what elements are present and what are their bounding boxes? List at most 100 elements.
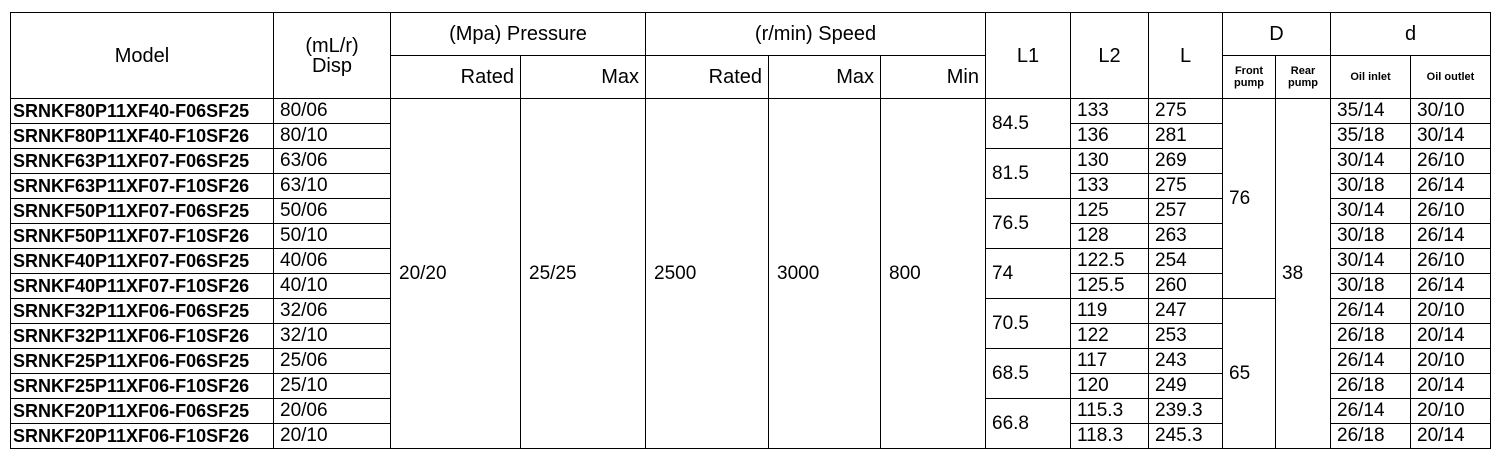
table-row: SRNKF63P11XF07-F06SF25 63/06 81.5 130 269 30/… (10, 148, 1492, 199)
header-cell: Oil outlet (1410, 55, 1492, 99)
model-cell: SRNKF25P11XF06-F10SF26 (10, 373, 274, 399)
merged-cell: 25/25 (520, 98, 646, 449)
l-cell: 243 (1148, 348, 1223, 374)
table-row: SRNKF25P11XF06-F06SF25 25/06 68.5 117 243 26/… (10, 348, 1492, 399)
oil-inlet-cell: 30/18 (1330, 273, 1412, 299)
disp-cell: 40/06 (273, 248, 391, 274)
header-row: Rated Max Rated Max Min Front pump Rear pump Oi… (11, 55, 1492, 99)
disp-cell: 50/06 (273, 198, 391, 224)
header-cell: Min (880, 55, 986, 99)
l2-cell: 117 (1070, 348, 1149, 374)
oil-inlet-cell: 30/14 (1330, 248, 1412, 274)
header-cell: L2 (1070, 12, 1149, 99)
l1-cell: 70.5 (985, 298, 1071, 349)
header-cell: Max (768, 55, 881, 99)
oil-inlet-cell: 30/14 (1330, 148, 1412, 174)
l-cell: 260 (1148, 273, 1223, 299)
l1-cell: 74 (985, 248, 1071, 299)
model-cell: SRNKF80P11XF40-F06SF25 (10, 98, 274, 124)
header-cell: D (1221, 12, 1332, 56)
oil-outlet-cell: 20/14 (1410, 323, 1492, 349)
l2-cell: 115.3 (1070, 398, 1149, 424)
front-pump-cell: 65 (1222, 298, 1276, 449)
l-cell: 257 (1148, 198, 1223, 224)
oil-outlet-cell: 20/14 (1410, 423, 1492, 449)
l2-cell: 118.3 (1070, 423, 1149, 449)
l1-cell: 66.8 (985, 398, 1071, 449)
oil-inlet-cell: 35/18 (1330, 123, 1412, 149)
header-cell: Rear pump (1274, 55, 1332, 99)
disp-cell: 25/10 (273, 373, 391, 399)
l2-cell: 136 (1070, 123, 1149, 149)
model-cell: SRNKF20P11XF06-F06SF25 (10, 398, 274, 424)
model-cell: SRNKF32P11XF06-F06SF25 (10, 298, 274, 324)
table-row: SRNKF40P11XF07-F06SF25 40/06 74 122.5 254 30/… (10, 248, 1492, 299)
l2-cell: 133 (1070, 173, 1149, 199)
header-cell: Rated (390, 55, 521, 99)
header-row: Model (mL/r) Disp (Mpa) Pressure (r/min) Sp… (10, 12, 1492, 99)
l1-cell: 81.5 (985, 148, 1071, 199)
oil-outlet-cell: 26/14 (1410, 273, 1492, 299)
table-row: SRNKF80P11XF40-F06SF25 80/06 20/20 25/25 250… (10, 98, 1492, 449)
header-cell: d (1330, 12, 1492, 56)
l2-cell: 133 (1070, 98, 1149, 124)
header-cell: (mL/r) Disp (273, 12, 391, 99)
l-cell: 253 (1148, 323, 1223, 349)
table-row: SRNKF32P11XF06-F10SF26 32/10 122 253 26/18 20… (10, 323, 1492, 349)
model-cell: SRNKF25P11XF06-F06SF25 (10, 348, 274, 374)
header-cell: Model (10, 12, 274, 99)
table-row: SRNKF40P11XF07-F10SF26 40/10 125.5 260 30/18… (10, 273, 1492, 299)
l-cell: 249 (1148, 373, 1223, 399)
l2-cell: 125 (1070, 198, 1149, 224)
spec-table-wrap: Model (mL/r) Disp (Mpa) Pressure (r/min) Sp… (10, 12, 1492, 449)
disp-cell: 80/06 (273, 98, 391, 124)
oil-inlet-cell: 26/14 (1330, 398, 1412, 424)
table-row: SRNKF20P11XF06-F06SF25 20/06 66.8 115.3 239.… (10, 398, 1492, 449)
model-cell: SRNKF63P11XF07-F06SF25 (10, 148, 274, 174)
oil-inlet-cell: 26/14 (1330, 348, 1412, 374)
oil-inlet-cell: 30/18 (1330, 223, 1412, 249)
disp-cell: 20/10 (273, 423, 391, 449)
disp-cell: 32/10 (273, 323, 391, 349)
oil-inlet-cell: 26/18 (1330, 423, 1412, 449)
model-cell: SRNKF32P11XF06-F10SF26 (10, 323, 274, 349)
disp-cell: 63/06 (273, 148, 391, 174)
oil-outlet-cell: 20/10 (1410, 348, 1492, 374)
disp-cell: 32/06 (273, 298, 391, 324)
oil-inlet-cell: 30/14 (1330, 198, 1412, 224)
l-cell: 275 (1148, 173, 1223, 199)
disp-cell: 25/06 (273, 348, 391, 374)
oil-outlet-cell: 26/14 (1410, 223, 1492, 249)
oil-outlet-cell: 26/14 (1410, 173, 1492, 199)
header-cell: Max (520, 55, 646, 99)
model-cell: SRNKF20P11XF06-F10SF26 (10, 423, 274, 449)
disp-cell: 63/10 (273, 173, 391, 199)
disp-cell: 40/10 (273, 273, 391, 299)
rear-pump-cell: 38 (1274, 98, 1332, 449)
l2-cell: 130 (1070, 148, 1149, 174)
header-cell: L1 (985, 12, 1071, 99)
model-cell: SRNKF40P11XF07-F10SF26 (10, 273, 274, 299)
oil-outlet-cell: 26/10 (1410, 198, 1492, 224)
l2-cell: 125.5 (1070, 273, 1149, 299)
l2-cell: 122.5 (1070, 248, 1149, 274)
model-cell: SRNKF63P11XF07-F10SF26 (10, 173, 274, 199)
model-cell: SRNKF50P11XF07-F06SF25 (10, 198, 274, 224)
l2-cell: 119 (1070, 298, 1149, 324)
oil-outlet-cell: 20/10 (1410, 398, 1492, 424)
l-cell: 247 (1148, 298, 1223, 324)
header-cell: Oil inlet (1330, 55, 1412, 99)
table-header: Model (mL/r) Disp (Mpa) Pressure (r/min) Sp… (10, 12, 1492, 99)
l1-cell: 68.5 (985, 348, 1071, 399)
l1-cell: 84.5 (985, 98, 1071, 149)
spec-table: Model (mL/r) Disp (Mpa) Pressure (r/min) Sp… (10, 12, 1492, 449)
disp-cell: 50/10 (273, 223, 391, 249)
disp-cell: 80/10 (273, 123, 391, 149)
disp-cell: 20/06 (273, 398, 391, 424)
model-cell: SRNKF40P11XF07-F06SF25 (10, 248, 274, 274)
l-cell: 254 (1148, 248, 1223, 274)
header-cell: (r/min) Speed (645, 12, 986, 56)
oil-inlet-cell: 26/14 (1330, 298, 1412, 324)
oil-inlet-cell: 26/18 (1330, 323, 1412, 349)
